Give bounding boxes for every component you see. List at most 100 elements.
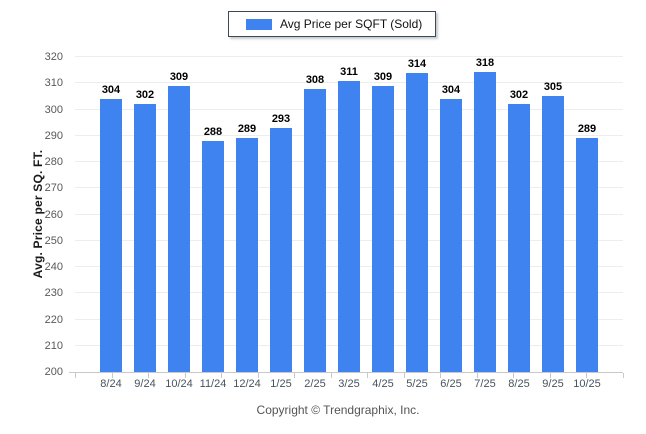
bar-value-label: 309 (169, 70, 189, 83)
x-tick-label: 10/25 (573, 378, 601, 390)
bar-2/25 (304, 88, 326, 372)
bar-11/24 (202, 141, 224, 372)
bar-4/25 (372, 85, 394, 372)
bar-5/25 (406, 72, 428, 372)
bar-value-label: 288 (203, 126, 223, 138)
x-tick-label: 8/24 (100, 378, 122, 390)
x-tick-label: 7/25 (474, 378, 496, 390)
bar-1/25 (270, 127, 292, 372)
y-tick-label: 320 (44, 51, 63, 63)
legend-swatch (246, 18, 272, 30)
x-tick-label: 8/25 (508, 378, 530, 390)
plot-area: 304 302 309 288 289 293 308 311 309 314 304 318 302 3… (69, 56, 624, 378)
axis-tick (221, 373, 223, 378)
bar-value-label: 318 (475, 57, 495, 69)
bar-value-label: 302 (509, 89, 529, 102)
axis-tick (586, 373, 588, 378)
axis-tick (440, 373, 442, 378)
axis-tick (257, 373, 259, 378)
y-tick-label: 300 (44, 103, 63, 116)
bar-cell: 309 (162, 57, 196, 372)
x-tick-label: 9/24 (134, 378, 156, 390)
x-tick-label: 9/25 (542, 378, 564, 390)
x-tick-label: 10/24 (165, 378, 193, 390)
bar-cell: 318 (468, 57, 502, 372)
bar-value-label: 314 (407, 57, 427, 70)
bar-9/25 (542, 96, 564, 372)
bar-cell: 289 (230, 57, 264, 372)
bar-cell: 311 (332, 57, 366, 372)
bar-8/24 (100, 99, 122, 372)
x-axis-tick-labels: 8/24 9/24 10/24 11/24 12/24 1/25 2/25 3/25 4/25 5… (75, 378, 623, 390)
gridline (75, 56, 623, 57)
bar-cell: 302 (502, 57, 536, 372)
bar-10/24 (168, 85, 190, 372)
y-tick-label: 270 (44, 182, 63, 195)
y-tick-label: 240 (44, 261, 63, 273)
bar-value-label: 293 (271, 112, 291, 125)
bar-6/25 (440, 99, 462, 372)
bar-12/24 (236, 138, 258, 372)
bar-value-label: 304 (101, 84, 121, 96)
x-tick-label: 2/25 (304, 378, 326, 390)
legend-label: Avg Price per SQFT (Sold) (280, 17, 423, 31)
y-tick-label: 200 (44, 366, 63, 378)
y-tick-label: 250 (44, 234, 63, 247)
axis-tick (476, 373, 478, 378)
bar-3/25 (338, 80, 360, 372)
y-tick-label: 290 (44, 129, 63, 142)
bar-cell: 302 (128, 57, 162, 372)
x-tick-label: 1/25 (270, 378, 292, 390)
y-tick-label: 230 (44, 287, 63, 300)
y-tick-label: 280 (44, 156, 63, 168)
bar-cell: 309 (366, 57, 400, 372)
bar-value-label: 302 (135, 89, 155, 102)
y-tick-label: 220 (44, 313, 63, 326)
bar-value-label: 308 (305, 73, 325, 86)
axis-tick (294, 373, 296, 378)
bar-value-label: 289 (237, 123, 257, 136)
bar-cell: 288 (196, 57, 230, 372)
axis-tick (75, 373, 76, 378)
bar-cell: 304 (434, 57, 468, 372)
bar-cell: 289 (570, 57, 604, 372)
axis-tick (623, 373, 624, 378)
x-tick-label: 4/25 (372, 378, 394, 390)
legend: Avg Price per SQFT (Sold) (228, 11, 437, 37)
bar-9/24 (134, 104, 156, 372)
x-tick-label: 12/24 (233, 378, 261, 390)
bar-cell: 308 (298, 57, 332, 372)
bar-cell: 304 (94, 57, 128, 372)
copyright-text: Copyright © Trendgraphix, Inc. (256, 403, 420, 417)
bar-cell: 314 (400, 57, 434, 372)
axis-tick (148, 373, 150, 378)
axis-tick (513, 373, 515, 378)
x-tick-label: 5/25 (406, 378, 428, 390)
bar-10/25 (576, 138, 598, 372)
y-axis-tick-labels: 200 210 220 230 240 250 260 270 280 290 300 310 320 (0, 51, 69, 378)
y-tick-label: 260 (44, 208, 63, 221)
axis-tick (403, 373, 405, 378)
axis-tick (330, 373, 332, 378)
bar-cell: 305 (536, 57, 570, 372)
bar-value-label: 311 (340, 65, 358, 78)
x-axis-line (69, 372, 623, 373)
axis-tick (184, 373, 186, 378)
y-tick-label: 210 (44, 339, 63, 352)
bars-container: 304 302 309 288 289 293 308 311 309 314 304 318 302 3… (75, 57, 623, 372)
bar-value-label: 309 (373, 70, 393, 83)
bar-cell: 293 (264, 57, 298, 372)
bar-value-label: 289 (577, 123, 597, 136)
bar-8/25 (508, 104, 530, 372)
bar-value-label: 304 (441, 84, 461, 96)
x-tick-label: 6/25 (440, 378, 462, 390)
axis-tick (549, 373, 551, 378)
axis-tick (111, 373, 113, 378)
bar-value-label: 305 (543, 81, 563, 94)
y-tick-label: 310 (44, 77, 63, 90)
x-tick-label: 11/24 (199, 378, 227, 390)
x-tick-label: 3/25 (338, 378, 360, 390)
axis-tick (367, 373, 369, 378)
bar-7/25 (474, 72, 496, 372)
